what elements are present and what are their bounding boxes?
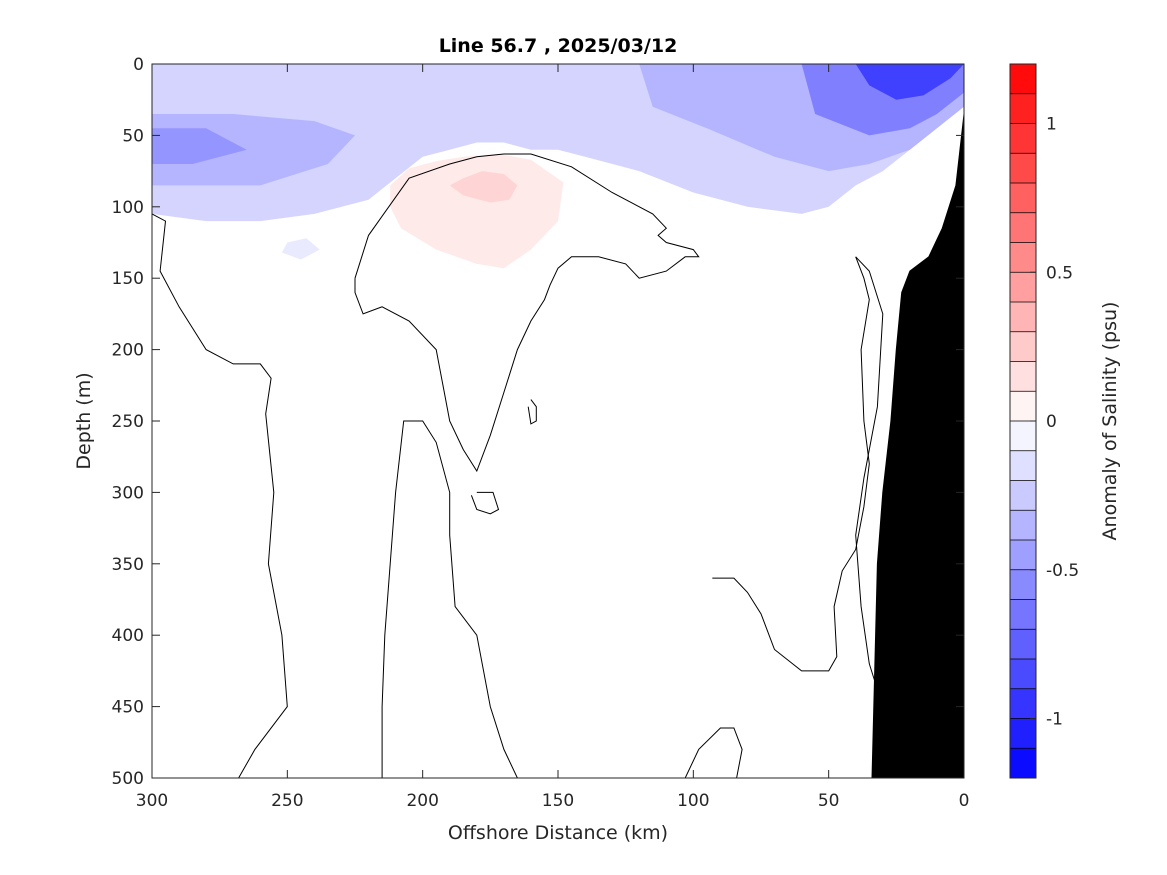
x-tick-label: 0	[959, 791, 970, 811]
y-tick-label: 250	[112, 412, 144, 432]
deep-small-loop	[470, 491, 500, 515]
subsurface-salty-lens	[390, 154, 564, 269]
seafloor-bathymetry	[871, 64, 964, 778]
colorbar-segment	[1010, 569, 1036, 600]
colorbar-label: Anomaly of Salinity (psu)	[1099, 302, 1121, 541]
colorbar-segment	[1010, 540, 1036, 571]
salinity-fill-layer	[152, 64, 964, 269]
colorbar-segment	[1010, 421, 1036, 452]
colorbar-segment	[1010, 510, 1036, 541]
colorbar-segment	[1010, 331, 1036, 362]
small-fresh-patch	[281, 238, 320, 260]
colorbar-segment	[1010, 391, 1036, 422]
colorbar-tick-label: -0.5	[1046, 561, 1079, 581]
colorbar-segment	[1010, 302, 1036, 333]
y-tick-label: 350	[112, 555, 144, 575]
y-tick-label: 100	[112, 198, 144, 218]
y-tick-label: 50	[122, 126, 144, 146]
y-axis-label: Depth (m)	[73, 372, 95, 469]
salty-lens-core	[449, 171, 518, 203]
colorbar-segment	[1010, 688, 1036, 719]
colorbar: 1 0.5 0 -0.5 -1	[1009, 63, 1079, 779]
colorbar-tick-label: -1	[1046, 710, 1063, 730]
x-tick-label: 300	[136, 791, 168, 811]
y-tick-label: 150	[112, 269, 144, 289]
colorbar-segment	[1010, 123, 1036, 154]
mid-west-zero-contour	[381, 420, 518, 778]
colorbar-segment	[1010, 480, 1036, 511]
colorbar-tick-label: 0.5	[1046, 263, 1073, 283]
colorbar-segment	[1010, 718, 1036, 749]
colorbar-segment	[1010, 242, 1036, 273]
colorbar-tick-label: 0	[1046, 412, 1057, 432]
deep-east-loop	[684, 727, 743, 778]
x-tick-label: 200	[406, 791, 438, 811]
x-tick-label: 100	[677, 791, 709, 811]
colorbar-segment	[1010, 629, 1036, 660]
colorbar-segment	[1010, 212, 1036, 243]
colorbar-segment	[1010, 64, 1036, 95]
x-tick-label: 150	[542, 791, 574, 811]
chart-title: Line 56.7 , 2025/03/12	[439, 35, 678, 57]
y-tick-label: 400	[112, 626, 144, 646]
colorbar-segment	[1010, 183, 1036, 214]
land-mask-layer	[871, 64, 964, 778]
surface-core-west-inner	[152, 128, 247, 164]
y-tick-label: 300	[112, 483, 144, 503]
west-zero-contour	[152, 213, 288, 778]
colorbar-segment	[1010, 153, 1036, 184]
y-tick-label: 0	[133, 55, 144, 75]
east-zero-contour	[712, 256, 870, 672]
axes-layer: 300 250 200 150 100 50 00501001502002503003504…	[112, 55, 970, 811]
colorbar-segment	[1010, 272, 1036, 303]
shelf-zero-contour	[855, 256, 884, 707]
y-tick-label: 200	[112, 341, 144, 361]
colorbar-segment	[1010, 93, 1036, 124]
colorbar-tick-label: 1	[1046, 115, 1057, 135]
colorbar-segment	[1010, 361, 1036, 392]
tiny-loop	[527, 399, 537, 425]
upper-zero-contour	[354, 153, 700, 473]
colorbar-segment	[1010, 599, 1036, 630]
x-tick-label: 250	[271, 791, 303, 811]
surface-core-east-inner	[855, 64, 964, 100]
x-axis-label: Offshore Distance (km)	[448, 822, 668, 844]
colorbar-segment	[1010, 748, 1036, 779]
y-tick-label: 450	[112, 698, 144, 718]
x-tick-label: 50	[818, 791, 840, 811]
colorbar-segment	[1010, 659, 1036, 690]
zero-contour-layer	[152, 153, 884, 778]
y-tick-label: 500	[112, 769, 144, 789]
colorbar-segment	[1010, 450, 1036, 481]
